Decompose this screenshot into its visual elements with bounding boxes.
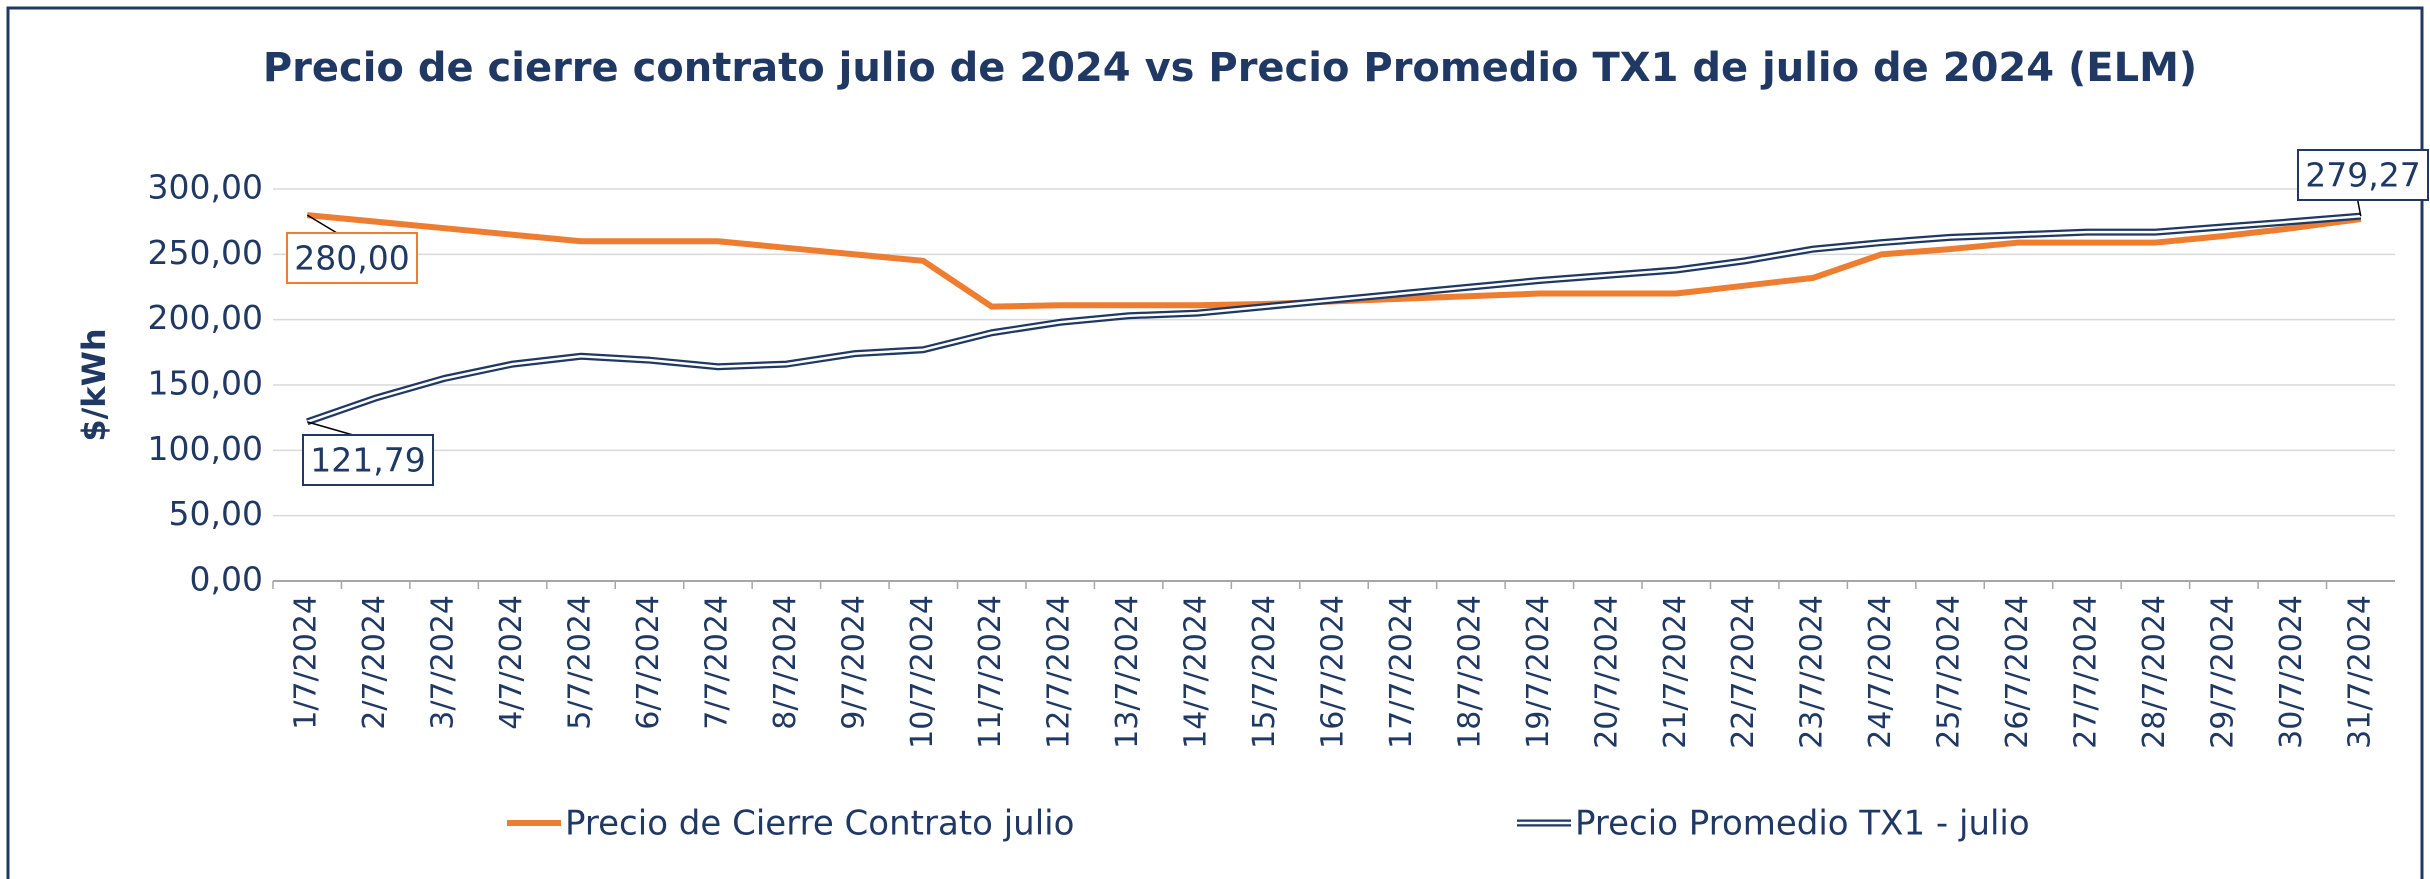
legend-label: Precio Promedio TX1 - julio [1575, 804, 2030, 844]
x-tick-label: 9/7/2024 [836, 595, 871, 730]
x-tick-label: 12/7/2024 [1042, 595, 1077, 749]
x-tick-label: 13/7/2024 [1110, 595, 1145, 749]
x-tick-label: 20/7/2024 [1589, 595, 1624, 749]
legend-label: Precio de Cierre Contrato julio [565, 804, 1074, 844]
x-tick-label: 16/7/2024 [1316, 595, 1351, 749]
x-tick-label: 11/7/2024 [973, 595, 1008, 749]
x-tick-label: 21/7/2024 [1658, 595, 1693, 749]
y-tick-label: 150,00 [148, 364, 263, 403]
x-tick-label: 19/7/2024 [1521, 595, 1556, 749]
x-tick-label: 10/7/2024 [905, 595, 940, 749]
y-tick-label: 0,00 [190, 560, 263, 599]
y-tick-label: 300,00 [148, 168, 263, 207]
chart-title: Precio de cierre contrato julio de 2024 … [263, 45, 2197, 91]
data-label-box [302, 434, 434, 486]
x-tick-label: 31/7/2024 [2342, 595, 2377, 749]
y-tick-label: 100,00 [148, 429, 263, 468]
x-tick-label: 15/7/2024 [1247, 595, 1282, 749]
x-tick-label: 27/7/2024 [2068, 595, 2103, 749]
x-tick-label: 7/7/2024 [699, 595, 734, 730]
y-tick-label: 200,00 [148, 298, 263, 337]
x-tick-label: 24/7/2024 [1863, 595, 1898, 749]
x-tick-label: 8/7/2024 [768, 595, 803, 730]
x-tick-label: 18/7/2024 [1452, 595, 1487, 749]
data-label: 121,79 [310, 441, 425, 480]
data-label-box [2297, 149, 2429, 201]
series-line-inner [306, 214, 2361, 424]
x-tick-label: 17/7/2024 [1384, 595, 1419, 749]
x-tick-label: 26/7/2024 [2000, 595, 2035, 749]
x-tick-label: 4/7/2024 [494, 595, 529, 730]
x-tick-label: 23/7/2024 [1795, 595, 1830, 749]
y-axis-label: $/kWh [75, 328, 113, 441]
x-tick-label: 29/7/2024 [2205, 595, 2240, 749]
x-tick-label: 5/7/2024 [563, 595, 598, 730]
leader-line [307, 421, 354, 436]
data-label-box [286, 232, 418, 284]
x-tick-label: 14/7/2024 [1179, 595, 1214, 749]
x-tick-label: 28/7/2024 [2137, 595, 2172, 749]
x-tick-label: 22/7/2024 [1726, 595, 1761, 749]
leader-line [306, 214, 338, 234]
x-tick-label: 2/7/2024 [357, 595, 392, 730]
x-tick-label: 1/7/2024 [289, 595, 324, 730]
x-tick-label: 3/7/2024 [426, 595, 461, 730]
data-label: 279,27 [2305, 156, 2420, 195]
x-tick-label: 6/7/2024 [631, 595, 666, 730]
x-tick-label: 25/7/2024 [1932, 595, 1967, 749]
data-label: 280,00 [294, 239, 409, 278]
x-tick-label: 30/7/2024 [2274, 595, 2309, 749]
y-tick-label: 250,00 [148, 233, 263, 272]
y-tick-label: 50,00 [169, 494, 263, 533]
